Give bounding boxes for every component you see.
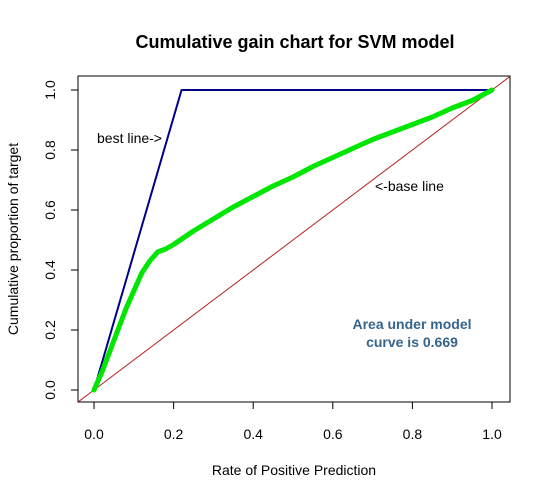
base-line [78,76,510,402]
auc-annotation-line1: Area under model [352,316,471,332]
y-tick-label: 1.0 [42,80,58,100]
plot-area [78,76,510,402]
best-line-annotation: best line-> [97,130,162,146]
x-tick-label: 0.2 [164,426,184,442]
x-axis: 0.0 0.2 0.4 0.6 0.8 1.0 [84,401,502,442]
x-tick-label: 0.0 [84,426,104,442]
y-tick-label: 0.6 [42,200,58,220]
y-tick-label: 0.8 [42,140,58,160]
y-tick-label: 0.4 [42,260,58,280]
base-line-annotation: <-base line [375,178,444,194]
chart-title: Cumulative gain chart for SVM model [135,32,454,52]
auc-annotation-line2: curve is 0.669 [366,334,458,350]
x-tick-label: 0.6 [323,426,343,442]
y-axis: 0.0 0.2 0.4 0.6 0.8 1.0 [42,80,79,400]
y-tick-label: 0.2 [42,320,58,340]
x-tick-label: 1.0 [482,426,502,442]
x-tick-label: 0.4 [243,426,263,442]
model-gain-curve [91,87,495,393]
x-axis-label: Rate of Positive Prediction [212,462,376,478]
x-tick-label: 0.8 [403,426,423,442]
y-axis-label: Cumulative proportion of target [5,143,21,335]
y-tick-label: 0.0 [42,380,58,400]
best-line [93,89,493,391]
